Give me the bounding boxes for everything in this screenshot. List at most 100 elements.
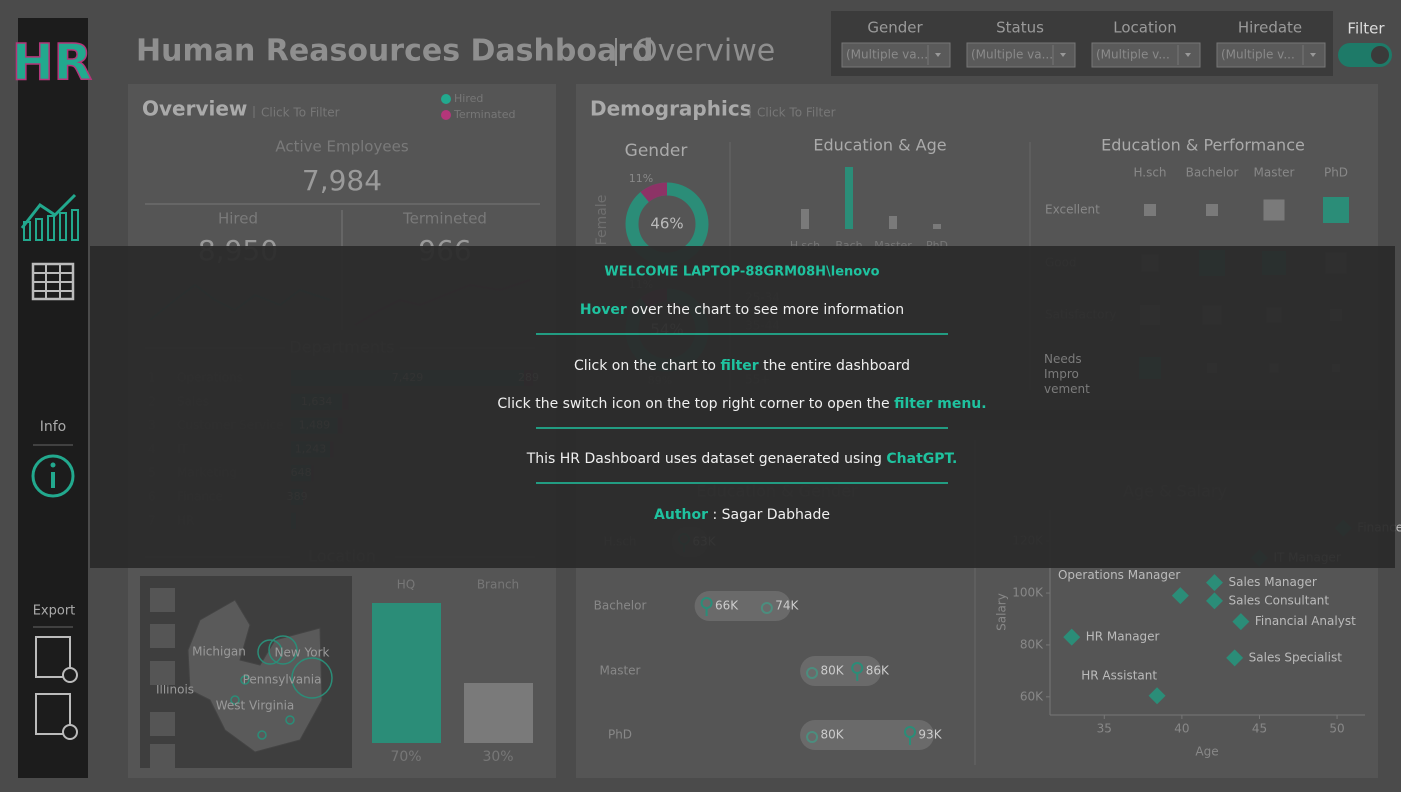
logo: HR (12, 34, 92, 92)
map-marker (285, 715, 295, 725)
welcome-line: Click the switch icon on the top right c… (497, 396, 986, 412)
welcome-text: filter menu. (894, 396, 986, 412)
column-label: Bachelor (1186, 166, 1239, 180)
subtitle: Overviwe (634, 34, 775, 69)
dropdown[interactable] (1091, 42, 1201, 68)
scatter-point[interactable] (1171, 587, 1189, 605)
point-label: HR Manager (1086, 630, 1160, 644)
male-marker[interactable] (806, 731, 819, 743)
point-label: Operations Manager (1058, 568, 1180, 582)
male-marker[interactable] (806, 667, 819, 679)
map-marker (291, 657, 333, 699)
map-label: West Virginia (216, 699, 295, 713)
welcome-text: over the chart to see more information (627, 302, 904, 318)
scatter-point[interactable] (1205, 592, 1223, 610)
heat-square[interactable] (1206, 204, 1218, 216)
scatter-point[interactable] (1226, 649, 1244, 667)
heat-square[interactable] (1323, 197, 1349, 223)
map-control[interactable] (150, 712, 175, 736)
info-icon-dot (50, 462, 56, 468)
scatter-point[interactable] (1205, 574, 1223, 592)
donut-terminated[interactable] (640, 182, 668, 203)
x-tick-label: 45 (1252, 722, 1267, 736)
x-tick-label: 35 (1097, 722, 1112, 736)
pill (800, 720, 934, 750)
y-tick-label: 100K (1012, 586, 1044, 600)
dropdown[interactable] (966, 42, 1076, 68)
map-control[interactable] (150, 661, 175, 685)
bar[interactable] (933, 224, 941, 229)
dropdown-value: (Multiple v... (1221, 48, 1295, 62)
title: Human Reasources Dashboard (136, 34, 653, 69)
row-label: PhD (608, 728, 632, 742)
nav-chart-bar (35, 218, 43, 241)
bar[interactable] (372, 603, 441, 743)
row-label: Needs Impro vement (1044, 352, 1090, 396)
welcome-text: : Sagar Dabhade (708, 507, 830, 523)
value-label: 30% (482, 749, 513, 765)
info-icon[interactable] (31, 454, 75, 498)
kpi-label: Termineted (402, 210, 487, 228)
legend-entry: Hired (454, 92, 483, 105)
chart-title: Gender (625, 141, 688, 161)
map-marker (257, 639, 283, 665)
dropdown-value: (Multiple va... (846, 48, 928, 62)
map-shape (187, 599, 323, 753)
map-control[interactable] (150, 588, 175, 612)
value-label: 80K (820, 664, 844, 678)
export-icon[interactable] (35, 693, 71, 735)
chart-title: Education & Performance (1101, 136, 1305, 155)
kpi-label: Hired (218, 210, 258, 228)
map-label: Pennsylvania (243, 673, 322, 687)
panel-title: Overview (142, 97, 247, 121)
map-marker (257, 730, 267, 740)
map-control[interactable] (150, 624, 175, 648)
map-label: Illinois (156, 683, 194, 697)
panel-title: Demographics (590, 97, 752, 121)
scatter-point[interactable] (1148, 687, 1166, 705)
export-icon[interactable] (35, 636, 71, 678)
row-label: Excellent (1045, 203, 1100, 217)
map-label: Michigan (192, 645, 246, 659)
nav-chart-bar (23, 221, 31, 241)
y-tick-label: 60K (1020, 689, 1044, 703)
heat-square[interactable] (1144, 204, 1156, 216)
map-control[interactable] (150, 744, 175, 768)
map-marker (268, 635, 298, 665)
welcome-line: Click on the chart to filter the entire … (574, 358, 910, 374)
welcome-text: Hover (580, 302, 627, 318)
value-label: 93K (918, 728, 942, 742)
welcome-overlay (90, 246, 1395, 568)
welcome-text: Click the switch icon on the top right c… (497, 396, 894, 412)
nav-chart-icon[interactable] (20, 193, 77, 229)
scatter-point[interactable] (1063, 628, 1081, 646)
heat-square[interactable] (1263, 199, 1285, 221)
welcome-text: This HR Dashboard uses dataset genaerate… (526, 451, 887, 467)
chart-title: Education & Age (813, 136, 946, 155)
column-label: PhD (1324, 166, 1348, 180)
donut-center-label: 46% (650, 215, 683, 233)
dropdown-arrow (1185, 53, 1191, 57)
donut-axis-label: Female (594, 195, 610, 246)
dropdown[interactable] (1216, 42, 1326, 68)
point-label: Sales Consultant (1228, 593, 1329, 607)
map-marker (230, 695, 240, 705)
bar[interactable] (889, 216, 897, 229)
bar[interactable] (801, 209, 809, 229)
donut-label: 11% (629, 172, 653, 185)
dropdown-arrow (1310, 53, 1316, 57)
welcome-line: Author : Sagar Dabhade (654, 507, 830, 523)
nav-chart-bar (59, 212, 67, 241)
bar[interactable] (845, 167, 853, 229)
point-label: Sales Specialist (1249, 650, 1343, 664)
male-marker[interactable] (760, 602, 773, 614)
scatter-point[interactable] (1232, 613, 1250, 631)
column-label: Master (1254, 166, 1295, 180)
value-label: 66K (715, 599, 739, 613)
bar[interactable] (464, 683, 533, 743)
legend-entry: Terminated (453, 108, 516, 121)
category-label: HQ (397, 578, 415, 592)
dropdown[interactable] (841, 42, 951, 68)
